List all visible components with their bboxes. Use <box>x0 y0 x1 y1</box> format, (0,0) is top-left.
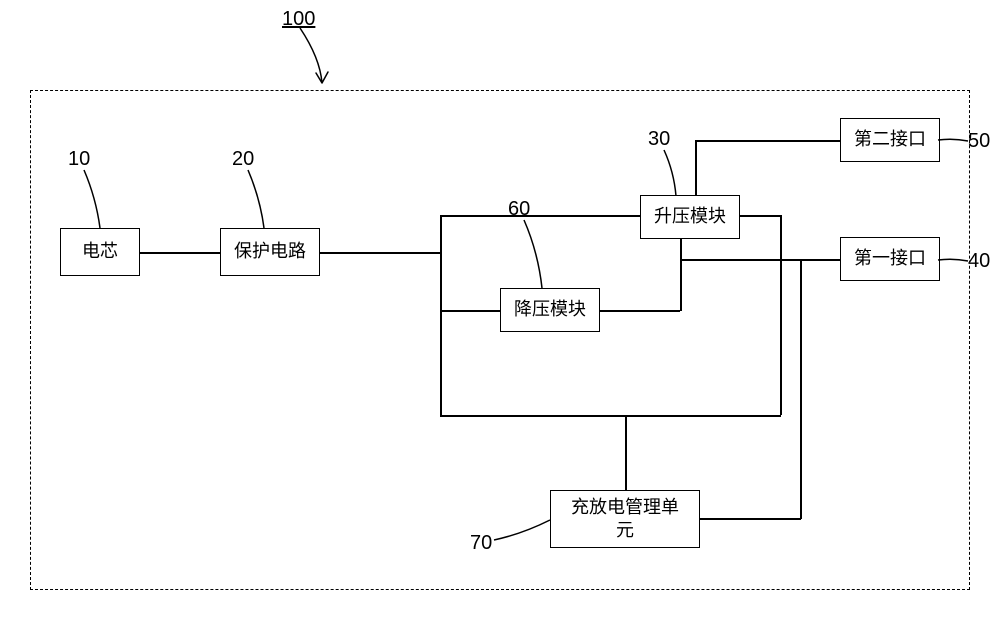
line-vert-mid <box>680 238 682 311</box>
block-mgmt: 充放电管理单 元 <box>550 490 700 548</box>
leader-20 <box>242 170 272 230</box>
line-mid-bus-right <box>600 310 680 312</box>
leader-30 <box>658 150 683 198</box>
line-right-extra-h <box>680 259 780 261</box>
block-buck-label: 降压模块 <box>514 298 586 321</box>
leader-50 <box>938 138 973 148</box>
line-protect-out <box>320 252 440 254</box>
line-vert-left <box>440 215 442 415</box>
ref-60: 60 <box>508 198 530 221</box>
block-second-interface-label: 第二接口 <box>854 128 926 151</box>
block-boost-label: 升压模块 <box>654 205 726 228</box>
line-mgmt-right-v <box>800 259 802 519</box>
line-bottom-conn <box>440 415 781 417</box>
line-boost-second-h <box>695 140 840 142</box>
block-cell: 电芯 <box>60 228 140 276</box>
block-protect: 保护电路 <box>220 228 320 276</box>
line-boost-second-v <box>695 140 697 195</box>
block-first-interface: 第一接口 <box>840 237 940 281</box>
leader-10 <box>78 170 108 230</box>
ref-10: 10 <box>68 148 90 171</box>
block-buck: 降压模块 <box>500 288 600 332</box>
system-boundary <box>30 90 970 590</box>
line-cell-protect <box>140 252 220 254</box>
block-mgmt-label: 充放电管理单 元 <box>571 496 679 543</box>
line-mgmt-up <box>625 415 627 490</box>
leader-60 <box>518 220 548 290</box>
line-top-left <box>440 215 640 217</box>
line-top-right <box>740 215 781 217</box>
block-cell-label: 电芯 <box>82 240 118 263</box>
block-second-interface: 第二接口 <box>840 118 940 162</box>
leader-70 <box>494 520 554 545</box>
line-vert-right <box>780 215 782 415</box>
block-first-interface-label: 第一接口 <box>854 247 926 270</box>
line-right-first <box>780 259 840 261</box>
ref-70: 70 <box>470 532 492 555</box>
ref-30: 30 <box>648 128 670 151</box>
system-ref-arrow <box>290 28 350 98</box>
line-mid-bus-left <box>440 310 500 312</box>
block-protect-label: 保护电路 <box>234 240 306 263</box>
ref-20: 20 <box>232 148 254 171</box>
block-boost: 升压模块 <box>640 195 740 239</box>
leader-40 <box>938 258 973 268</box>
line-mgmt-right-h <box>700 518 801 520</box>
